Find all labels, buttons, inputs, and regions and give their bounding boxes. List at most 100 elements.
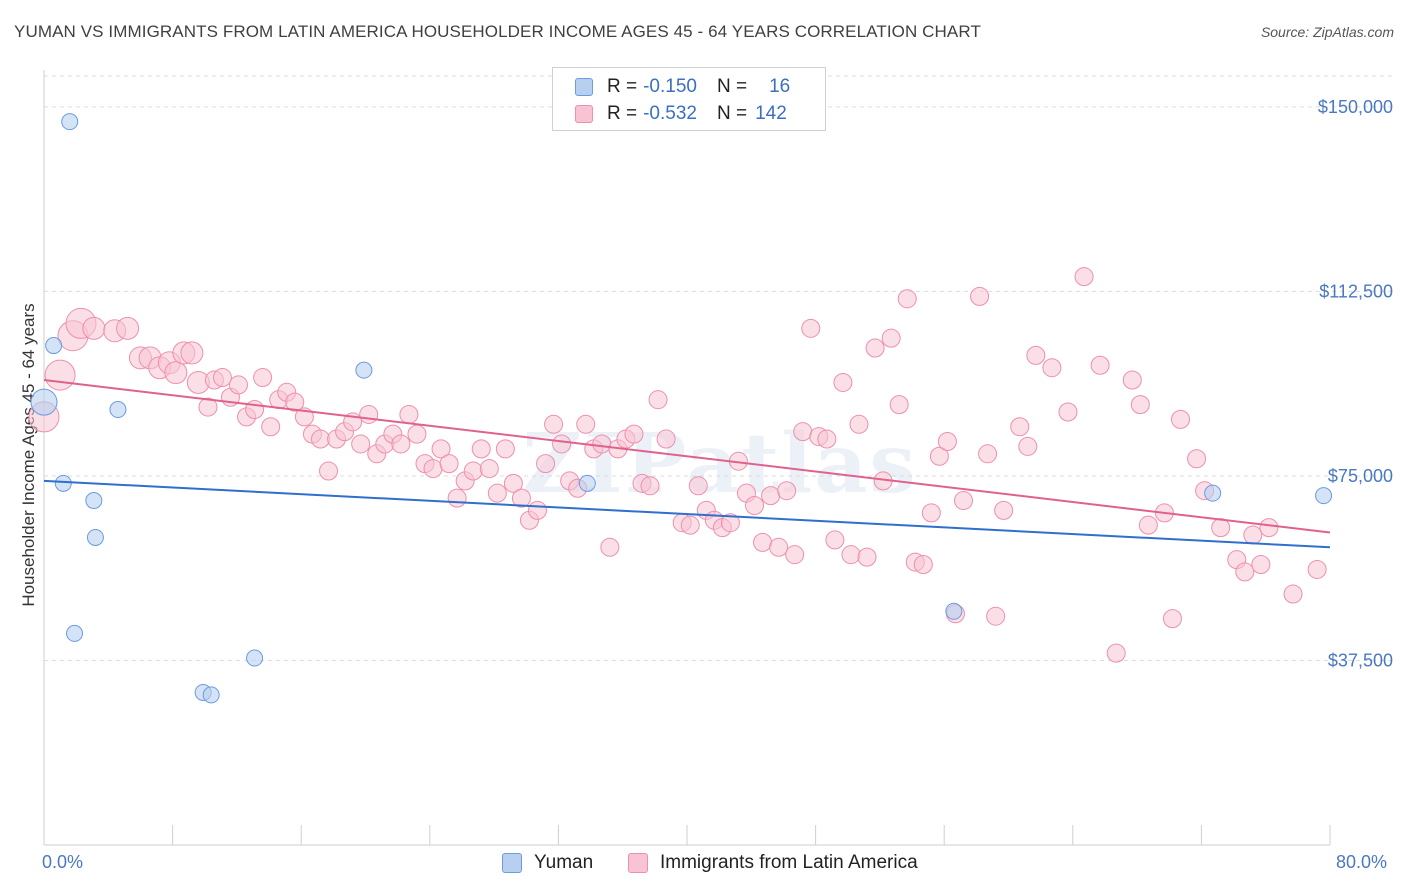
data-point-latam: [407, 424, 427, 444]
y-tick-labels: $37,500 $75,000 $112,500 $150,000: [1318, 97, 1393, 671]
trend-lines: [43, 379, 1331, 549]
data-point-latam: [1283, 584, 1303, 604]
data-point-latam: [841, 545, 861, 565]
y-tick-label: $112,500: [1319, 281, 1393, 301]
data-point-latam: [970, 286, 990, 306]
data-point-yuman: [54, 474, 72, 492]
data-point-latam: [592, 434, 612, 454]
data-point-latam: [1058, 402, 1078, 422]
data-point-latam: [536, 454, 556, 474]
data-point-yuman: [85, 492, 103, 510]
legend-r-value: -0.150: [643, 76, 697, 97]
data-point-latam: [495, 439, 515, 459]
data-point-yuman: [1204, 484, 1222, 502]
data-point-latam: [82, 316, 106, 340]
data-point-latam: [180, 341, 204, 365]
trend-line-latam: [43, 379, 1331, 534]
data-point-latam: [1235, 562, 1255, 582]
data-point-latam: [116, 316, 140, 340]
legend-r-label: R =: [607, 76, 638, 97]
data-point-latam: [1106, 643, 1126, 663]
series-legend: Yuman Immigrants from Latin America: [0, 852, 1406, 878]
y-axis-label: Householder Income Ages 45 - 64 years: [19, 303, 38, 606]
data-point-latam: [753, 532, 773, 552]
x-tick-label-min: 0.0%: [42, 852, 84, 872]
data-point-latam: [1042, 358, 1062, 378]
axes: [43, 70, 1331, 846]
legend-swatch-yuman: [502, 853, 522, 873]
y-tick-label: $75,000: [1328, 466, 1393, 486]
data-point-latam: [769, 537, 789, 557]
correlation-legend: R = -0.150 N = 16 R = -0.532 N = 142: [552, 67, 826, 131]
data-point-yuman: [246, 649, 264, 667]
data-point-latam: [1162, 609, 1182, 629]
data-point-latam: [164, 361, 188, 385]
data-point-yuman: [202, 686, 220, 704]
data-point-latam: [913, 555, 933, 575]
data-point-latam: [1074, 267, 1094, 287]
data-point-latam: [1171, 409, 1191, 429]
chart-title: YUMAN VS IMMIGRANTS FROM LATIN AMERICA H…: [14, 22, 981, 41]
data-point-latam: [1130, 395, 1150, 415]
data-point-yuman: [578, 474, 596, 492]
data-point-latam: [1122, 370, 1142, 390]
legend-n-value: 142: [755, 103, 787, 124]
data-point-latam: [511, 488, 531, 508]
data-point-latam: [825, 530, 845, 550]
data-point-latam: [1243, 525, 1263, 545]
data-point-latam: [978, 444, 998, 464]
data-point-latam: [285, 392, 305, 412]
data-point-latam: [897, 289, 917, 309]
data-point-latam: [648, 390, 668, 410]
data-point-latam: [777, 481, 797, 501]
series-yuman-points: [30, 113, 1333, 704]
legend-item-latam: Immigrants from Latin America: [628, 852, 918, 874]
series-latam-points: [28, 267, 1327, 663]
data-point-latam: [937, 432, 957, 452]
data-point-latam: [253, 368, 273, 388]
data-point-latam: [833, 372, 853, 392]
data-point-latam: [849, 414, 869, 434]
data-point-latam: [391, 434, 411, 454]
data-point-latam: [1010, 417, 1030, 437]
data-point-yuman: [109, 401, 127, 419]
data-point-latam: [463, 461, 483, 481]
source-label: Source: ZipAtlas.com: [1260, 24, 1394, 40]
data-point-latam: [1138, 515, 1158, 535]
data-point-latam: [198, 397, 218, 417]
legend-row-latam: R = -0.532 N = 142: [575, 102, 787, 126]
data-point-latam: [212, 368, 232, 388]
data-point-yuman: [86, 528, 104, 546]
trend-line-yuman: [43, 479, 1331, 549]
data-point-latam: [544, 414, 564, 434]
data-point-latam: [986, 606, 1006, 626]
data-point-latam: [423, 459, 443, 479]
y-tick-label: $150,000: [1318, 97, 1393, 117]
data-point-latam: [921, 503, 941, 523]
data-point-yuman: [66, 624, 84, 642]
data-point-yuman: [1315, 487, 1333, 505]
data-point-yuman: [45, 337, 63, 355]
data-point-latam: [656, 429, 676, 449]
data-point-latam: [1187, 449, 1207, 469]
data-point-yuman: [355, 361, 373, 379]
data-point-latam: [471, 439, 491, 459]
data-point-latam: [1090, 355, 1110, 375]
data-point-latam: [431, 439, 451, 459]
data-point-latam: [793, 422, 813, 442]
data-point-latam: [351, 434, 371, 454]
data-point-latam: [552, 434, 572, 454]
legend-swatch-yuman: [575, 78, 593, 96]
data-point-latam: [310, 429, 330, 449]
legend-n-label: N =: [716, 76, 748, 97]
data-point-latam: [44, 359, 76, 391]
data-point-latam: [785, 545, 805, 565]
data-point-latam: [600, 537, 620, 557]
data-point-latam: [487, 483, 507, 503]
data-point-latam: [261, 417, 281, 437]
data-point-latam: [889, 395, 909, 415]
grid-lines: [44, 75, 1396, 661]
legend-r-value: -0.532: [643, 103, 697, 124]
data-point-latam: [745, 495, 765, 515]
